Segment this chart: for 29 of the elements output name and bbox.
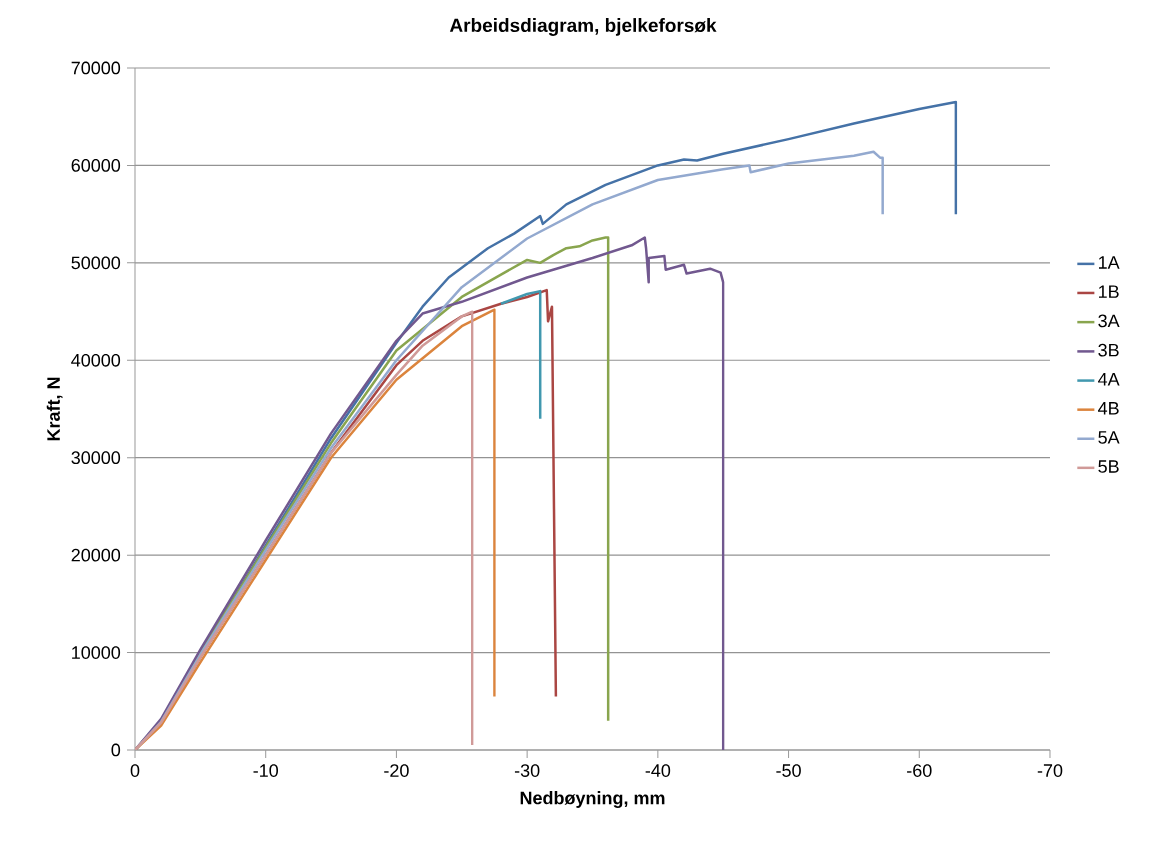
x-tick-label: -20 xyxy=(384,764,409,777)
y-axis-title: Kraft, N xyxy=(46,377,63,441)
y-tick-label: 20000 xyxy=(71,548,121,562)
y-tick-label: 10000 xyxy=(72,646,121,659)
y-tick-label: 0 xyxy=(111,743,121,757)
x-tick-label: -10 xyxy=(253,764,279,777)
legend-label: 5A xyxy=(1098,431,1120,444)
line-series xyxy=(135,236,725,750)
y-tick-label: 50000 xyxy=(71,256,121,270)
x-tick-label: -40 xyxy=(645,764,671,777)
x-tick-label: -50 xyxy=(776,764,801,777)
legend-label: 4A xyxy=(1098,373,1120,386)
y-tick-label: 40000 xyxy=(71,353,121,367)
legend-label: 3B xyxy=(1098,343,1119,357)
legend-label: 1A xyxy=(1098,256,1120,269)
line-series xyxy=(499,289,542,420)
y-tick-label: 60000 xyxy=(71,159,121,172)
chart-title: Arbeidsdiagram, bjelkeforsøk xyxy=(449,18,717,36)
x-axis-title: Nedbøyning, mm xyxy=(520,791,665,808)
legend-label: 3A xyxy=(1098,314,1120,328)
legend-label: 1B xyxy=(1098,285,1119,298)
y-tick-label: 70000 xyxy=(71,61,121,75)
legend-label: 4B xyxy=(1098,402,1119,415)
legend-label: 5B xyxy=(1098,460,1119,473)
x-tick-label: -30 xyxy=(514,764,540,777)
y-tick-label: 30000 xyxy=(71,451,121,465)
x-tick-label: -70 xyxy=(1037,764,1063,777)
x-tick-label: -60 xyxy=(907,764,932,777)
x-tick-label: 0 xyxy=(130,764,140,777)
